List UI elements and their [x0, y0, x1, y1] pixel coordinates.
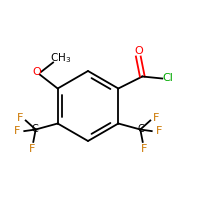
- Text: O: O: [134, 46, 143, 55]
- Text: F: F: [153, 113, 159, 123]
- Text: F: F: [156, 126, 162, 136]
- Text: O: O: [33, 67, 41, 77]
- Text: F: F: [17, 113, 23, 123]
- Text: C: C: [31, 124, 38, 134]
- Text: C: C: [138, 124, 145, 134]
- Text: Cl: Cl: [162, 73, 173, 83]
- Text: F: F: [29, 144, 35, 154]
- Text: F: F: [14, 126, 20, 136]
- Text: F: F: [141, 144, 147, 154]
- Text: CH$_3$: CH$_3$: [50, 51, 72, 65]
